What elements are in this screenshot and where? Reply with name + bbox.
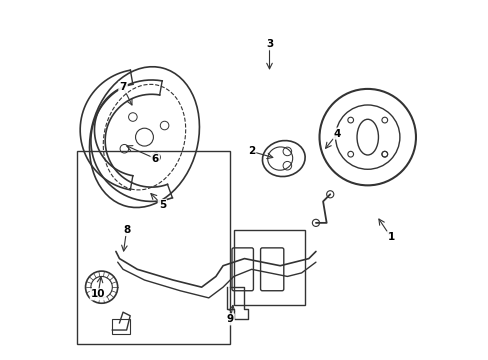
Text: 5: 5: [159, 200, 165, 210]
Text: 8: 8: [123, 225, 130, 235]
Text: 6: 6: [151, 154, 159, 163]
Text: 9: 9: [226, 314, 233, 324]
Bar: [77, 152, 230, 344]
Text: 3: 3: [265, 39, 273, 49]
Text: 10: 10: [91, 289, 105, 299]
Text: 1: 1: [386, 232, 394, 242]
Text: 7: 7: [119, 82, 126, 92]
Bar: [112, 319, 130, 334]
Text: 2: 2: [247, 147, 255, 157]
Text: 4: 4: [333, 129, 340, 139]
Bar: [233, 230, 305, 305]
